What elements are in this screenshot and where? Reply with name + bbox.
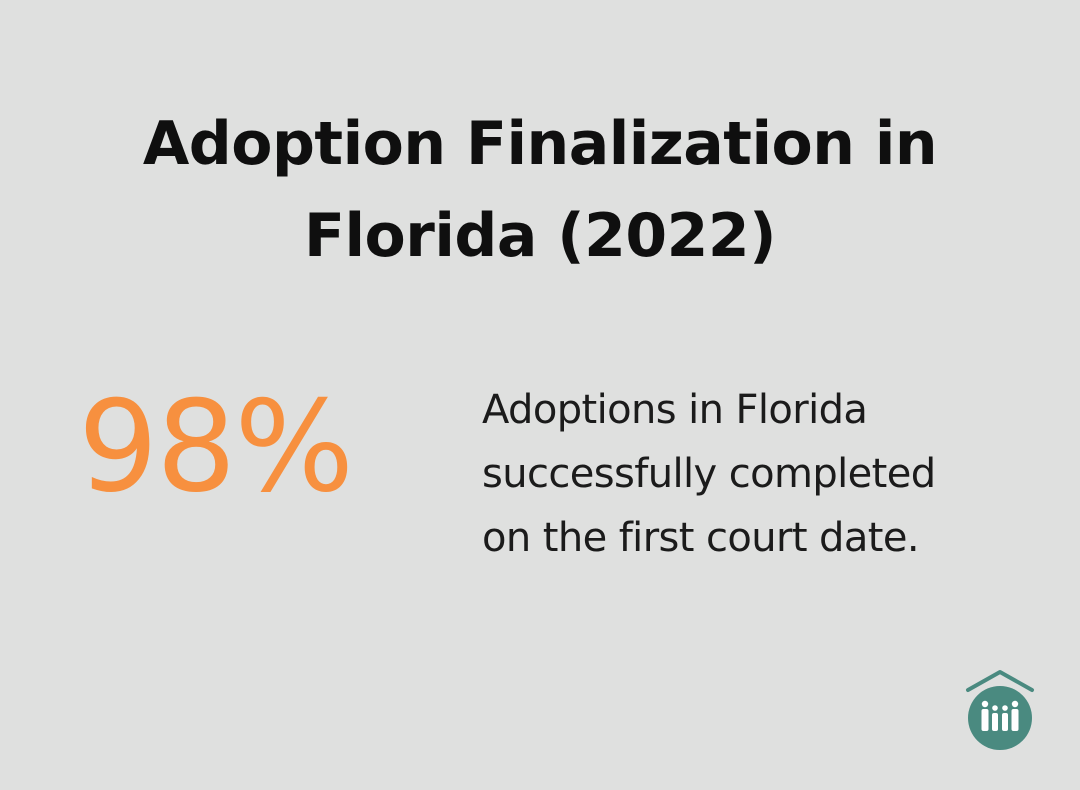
stat-value: 98% [78,373,354,520]
description-line-1: Adoptions in Florida [482,387,868,433]
house-family-logo-icon [966,670,1034,750]
description-line-2: successfully completed [482,451,936,497]
title-line-1: Adoption Finalization in [142,109,938,179]
stat-description: Adoptions in Florida successfully comple… [482,378,1042,570]
description-line-3: on the first court date. [482,515,920,561]
page-title: Adoption Finalization in Florida (2022) [40,98,1040,282]
title-line-2: Florida (2022) [303,201,777,271]
